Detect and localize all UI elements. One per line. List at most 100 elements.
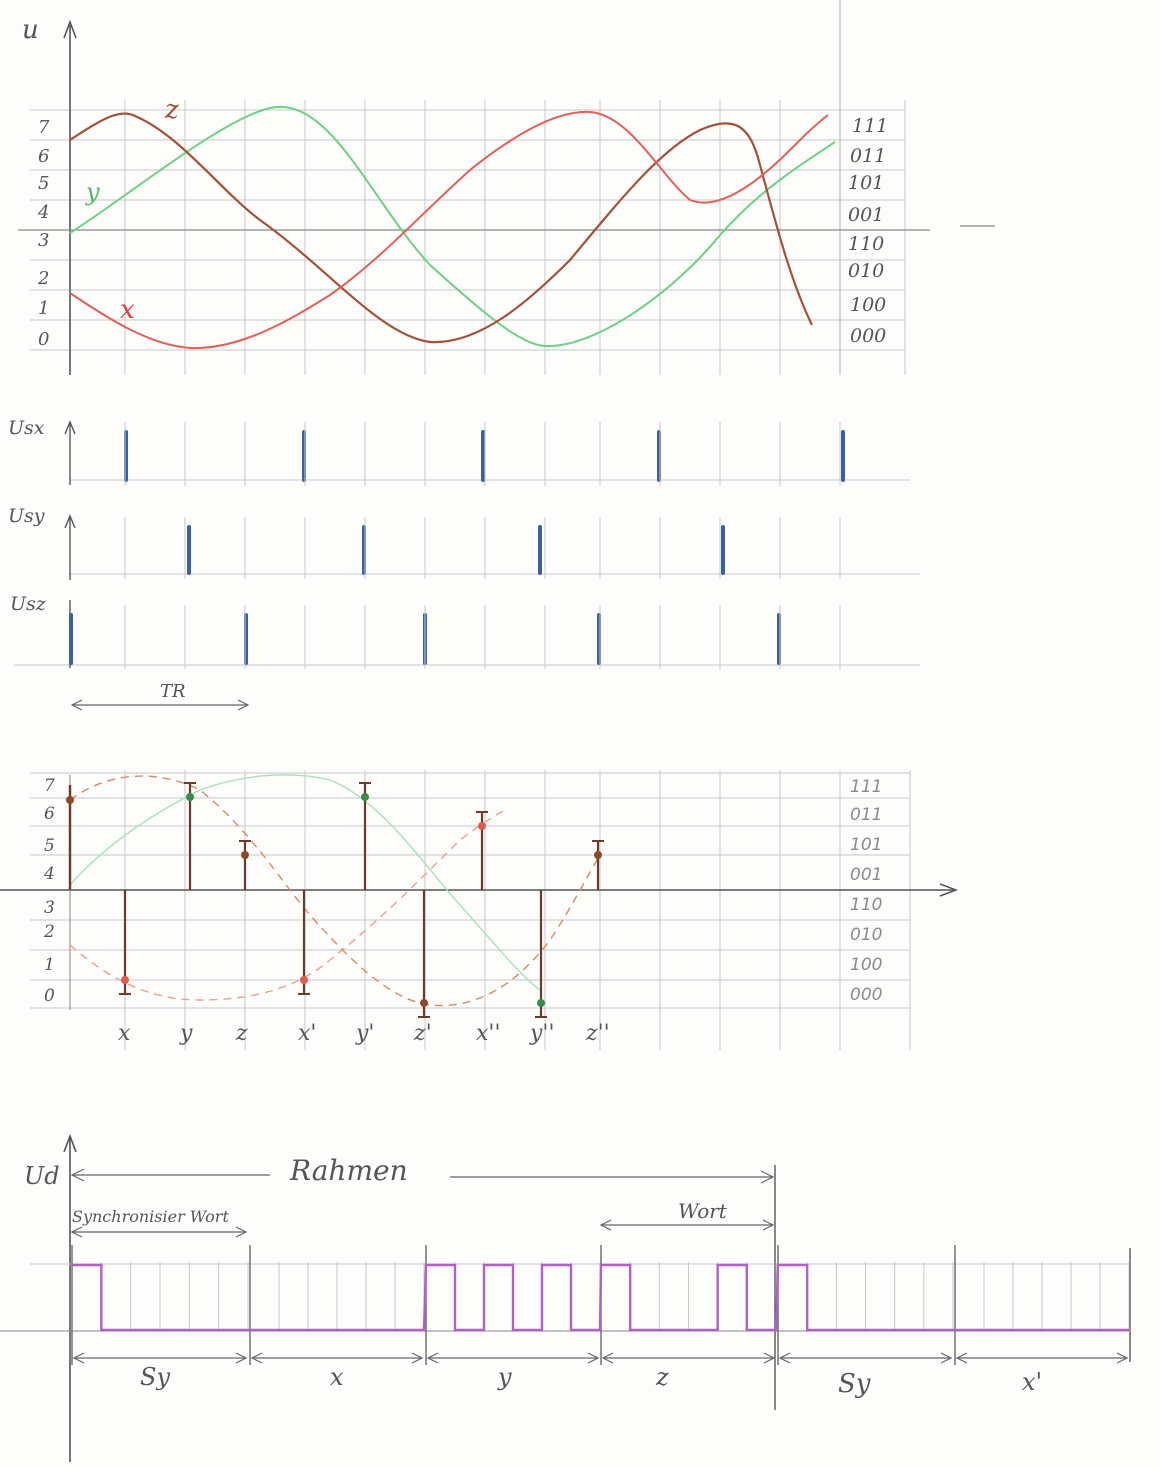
code-label: 011 [850,145,886,167]
sample-label: y'' [529,1021,555,1046]
word-arrow [599,1219,775,1231]
digital-signal [72,1263,1129,1332]
arrow-head [955,1352,968,1364]
sample-label: y [179,1021,193,1046]
sync-word-arrow [70,1226,248,1238]
code-label: 111 [852,115,888,137]
graph2-level-labels: 0 1 2 3 4 5 6 7 [43,776,55,1006]
segment-label: z [655,1363,669,1391]
level-label: 7 [44,776,55,796]
curve-x-line [69,110,829,350]
level-label: 6 [44,804,55,824]
segment-label: Sy [140,1363,170,1391]
sample-point [241,851,249,859]
code-label: 101 [848,172,884,194]
level-label: 3 [38,230,49,251]
graph1-level-labels: 0 1 2 3 4 5 6 7 [37,117,50,350]
sample-point [186,793,194,801]
code-label: 001 [848,204,884,226]
curve-x-label: x [120,295,135,325]
sample-point [66,796,74,804]
period-label: TR [160,681,186,702]
sample-label: x' [298,1021,316,1046]
segment-label: y [497,1363,512,1391]
level-label: 1 [44,955,55,975]
graph2-sample-stems [66,782,604,1018]
level-label: 0 [44,986,55,1006]
usy-label: Usy [8,505,45,527]
level-label: 3 [44,898,55,918]
graph1-grid [30,0,906,375]
code-label: 101 [850,835,882,855]
level-label: 2 [37,268,49,289]
code-label: 111 [850,777,882,797]
word-label: Wort [678,1199,728,1223]
curve-y-line [69,105,836,348]
segment-labels: Sy x y z Sy x' [140,1363,1042,1399]
graph2-sample-labels: x y z x' y' z' x'' y'' z'' [118,1021,610,1046]
frame-arrow [70,1168,775,1184]
sample-point [420,999,428,1007]
sample-point [537,999,545,1007]
segment-arrows [72,1352,1129,1364]
frame-label: Rahmen [289,1154,408,1187]
sample-label: z' [413,1021,432,1046]
sample-label: z'' [585,1021,610,1046]
arrow-head [72,1352,85,1364]
arrow-head [763,1352,776,1364]
graph1-axis-label: u [22,15,39,45]
graph2-dashed-y [69,774,541,991]
period-arrow [70,699,250,711]
arrow-head [250,1352,263,1364]
pulse-usx [64,420,910,486]
usz-label: Usz [10,593,47,615]
arrow-head [1116,1352,1129,1364]
graph1-code-labels: 000 100 010 110 001 101 011 111 [848,115,888,347]
code-label: 100 [850,294,886,316]
code-label: 001 [850,865,882,885]
code-label: 110 [848,233,884,255]
pulse-usy [64,514,920,580]
segment-label: x [330,1363,344,1391]
graph2-axis [0,775,959,1010]
sample-point [361,793,369,801]
arrow-head [426,1352,439,1364]
curve-z-line [69,112,813,344]
level-label: 0 [38,329,49,350]
code-label: 100 [850,955,882,975]
code-label: 000 [850,325,886,347]
level-label: 4 [43,864,55,884]
level-label: 5 [38,173,49,194]
level-label: 5 [44,836,55,856]
sample-label: x [118,1021,131,1046]
sample-point [594,851,602,859]
segment-label: x' [1022,1368,1042,1396]
graph2-grid [30,770,911,1050]
graph1-axis [18,19,995,375]
graph2-dashed-x [69,809,506,1001]
arrow-head [778,1352,791,1364]
sample-label: z [235,1021,248,1046]
arrow-head [601,1352,614,1364]
level-label: 2 [43,922,55,942]
sample-label: y' [355,1021,374,1046]
arrow-head [411,1352,424,1364]
code-label: 110 [850,895,882,915]
code-label: 010 [848,260,884,282]
sync-word-label: Synchronisier Wort [72,1207,229,1226]
arrow-head [587,1352,600,1364]
code-label: 000 [850,985,882,1005]
arrow-head [940,1352,953,1364]
usx-label: Usx [8,417,45,439]
sample-point [478,822,486,830]
graph3-axis-label: Ud [24,1162,60,1190]
graph2-dashed-z [69,775,601,1007]
sample-point [121,976,129,984]
curve-y-label: y [85,178,100,206]
sample-point [300,976,308,984]
level-label: 1 [38,298,49,319]
segment-label: Sy [838,1369,871,1399]
code-label: 011 [850,805,882,825]
